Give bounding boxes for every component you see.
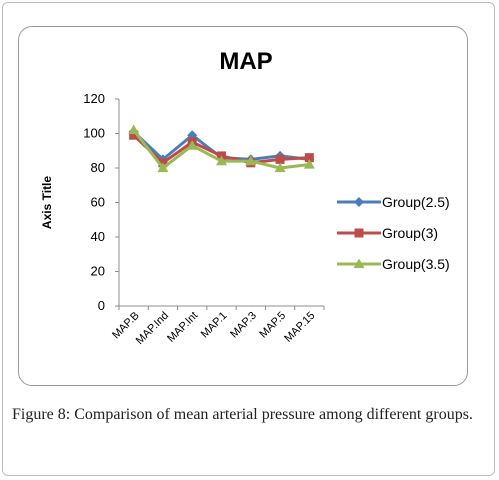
x-tick-label: MAP.Int bbox=[165, 310, 200, 345]
chart-area: MAP Axis Title 0 20 40 60 80 100 120 MAP.B MAP.Ind… bbox=[18, 26, 468, 386]
y-tick-label: 20 bbox=[91, 264, 105, 279]
caption-label: Figure 8: bbox=[12, 406, 71, 423]
data-point bbox=[129, 130, 139, 140]
data-point bbox=[128, 124, 140, 135]
figure-caption: Figure 8: Comparison of mean arterial pr… bbox=[12, 404, 482, 425]
x-tick-label: MAP.15 bbox=[282, 310, 317, 345]
y-tick-label: 0 bbox=[98, 298, 105, 313]
data-point bbox=[157, 162, 169, 173]
caption-text: Comparison of mean arterial pressure amo… bbox=[74, 406, 473, 423]
data-point bbox=[245, 155, 257, 166]
legend-label: Group(3.5) bbox=[382, 256, 450, 272]
legend-marker bbox=[353, 258, 365, 269]
data-point bbox=[216, 155, 227, 166]
y-axis-title: Axis Title bbox=[40, 176, 54, 229]
y-tick-label: 40 bbox=[91, 229, 105, 244]
data-point bbox=[274, 162, 286, 173]
data-point bbox=[186, 140, 198, 150]
y-tick-label: 60 bbox=[91, 195, 105, 210]
legend-label: Group(2.5) bbox=[382, 194, 450, 210]
y-tick-label: 100 bbox=[83, 126, 105, 141]
y-tick-label: 120 bbox=[83, 91, 105, 106]
data-point bbox=[187, 130, 198, 141]
x-tick-label: MAP.1 bbox=[199, 310, 230, 341]
y-tick-label: 80 bbox=[91, 160, 105, 175]
data-point bbox=[304, 153, 314, 163]
legend-label: Group(3) bbox=[382, 225, 438, 241]
chart-title: MAP bbox=[219, 48, 272, 75]
x-tick-label: MAP.Ind bbox=[134, 310, 171, 347]
data-point bbox=[275, 154, 285, 164]
legend-marker bbox=[354, 197, 364, 207]
x-tick-label: MAP.3 bbox=[228, 310, 259, 341]
legend-marker bbox=[354, 228, 364, 238]
data-point bbox=[303, 159, 315, 169]
